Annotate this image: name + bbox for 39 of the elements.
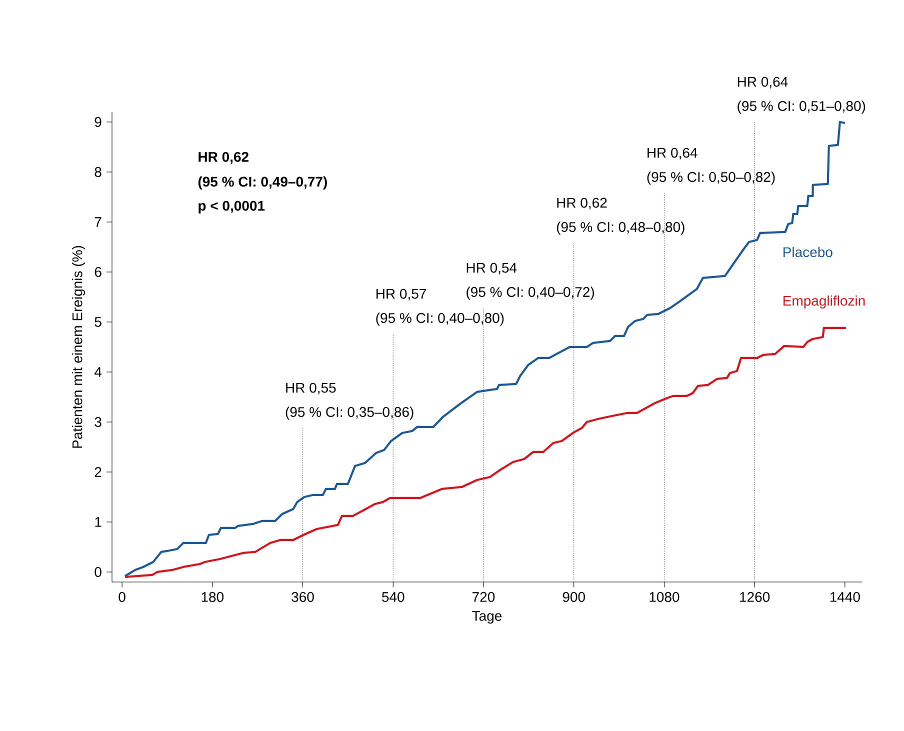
x-tick-label: 0 xyxy=(118,592,126,602)
y-tick-label: 3 xyxy=(94,417,102,427)
y-tick-label: 0 xyxy=(94,567,102,577)
x-tick-label: 360 xyxy=(292,592,314,602)
x-tick-label: 1080 xyxy=(650,592,680,602)
x-tick-label: 900 xyxy=(562,592,585,602)
series-label: Placebo xyxy=(784,246,832,258)
annotation: (95 % CI: 0,51–0,80) xyxy=(738,100,866,114)
annotation: HR 0,55 xyxy=(286,382,336,394)
y-tick-label: 1 xyxy=(95,517,102,527)
x-tick-label: 180 xyxy=(202,592,224,602)
annotation: (95 % CI: 0,49–0,77) xyxy=(198,176,327,190)
x-axis-title: Tage xyxy=(472,611,502,624)
x-tick-label: 720 xyxy=(472,592,495,602)
y-tick-label: 8 xyxy=(94,167,102,177)
y-tick-label: 9 xyxy=(94,117,102,127)
x-tick-label: 1260 xyxy=(740,592,770,602)
annotation: p < 0,0001 xyxy=(198,200,265,214)
x-tick-label: 540 xyxy=(382,592,404,602)
y-tick-label: 7 xyxy=(94,217,102,227)
annotation: HR 0,57 xyxy=(376,288,426,300)
annotation: (95 % CI: 0,48–0,80) xyxy=(556,222,684,235)
y-tick-label: 4 xyxy=(94,367,102,377)
y-tick-label: 6 xyxy=(94,267,102,277)
annotation: (95 % CI: 0,50–0,82) xyxy=(647,172,775,185)
annotation: HR 0,64 xyxy=(648,148,698,160)
y-tick-label: 5 xyxy=(94,317,102,327)
annotation: HR 0,62 xyxy=(557,198,607,210)
annotation: (95 % CI: 0,40–0,72) xyxy=(466,286,594,300)
annotation: (95 % CI: 0,40–0,80) xyxy=(376,312,504,326)
line-series xyxy=(124,326,848,578)
x-tick-label: 1440 xyxy=(830,592,860,602)
series-label: Empagliflozin xyxy=(784,295,865,309)
annotation: (95 % CI: 0,35–0,86) xyxy=(286,406,414,420)
annotation: HR 0,62 xyxy=(198,152,248,164)
y-axis-title: Patienten mit einem Ereignis (%) xyxy=(72,246,86,448)
y-tick-label: 2 xyxy=(94,467,102,477)
annotation: HR 0,64 xyxy=(738,76,788,88)
annotation: HR 0,54 xyxy=(466,262,517,274)
